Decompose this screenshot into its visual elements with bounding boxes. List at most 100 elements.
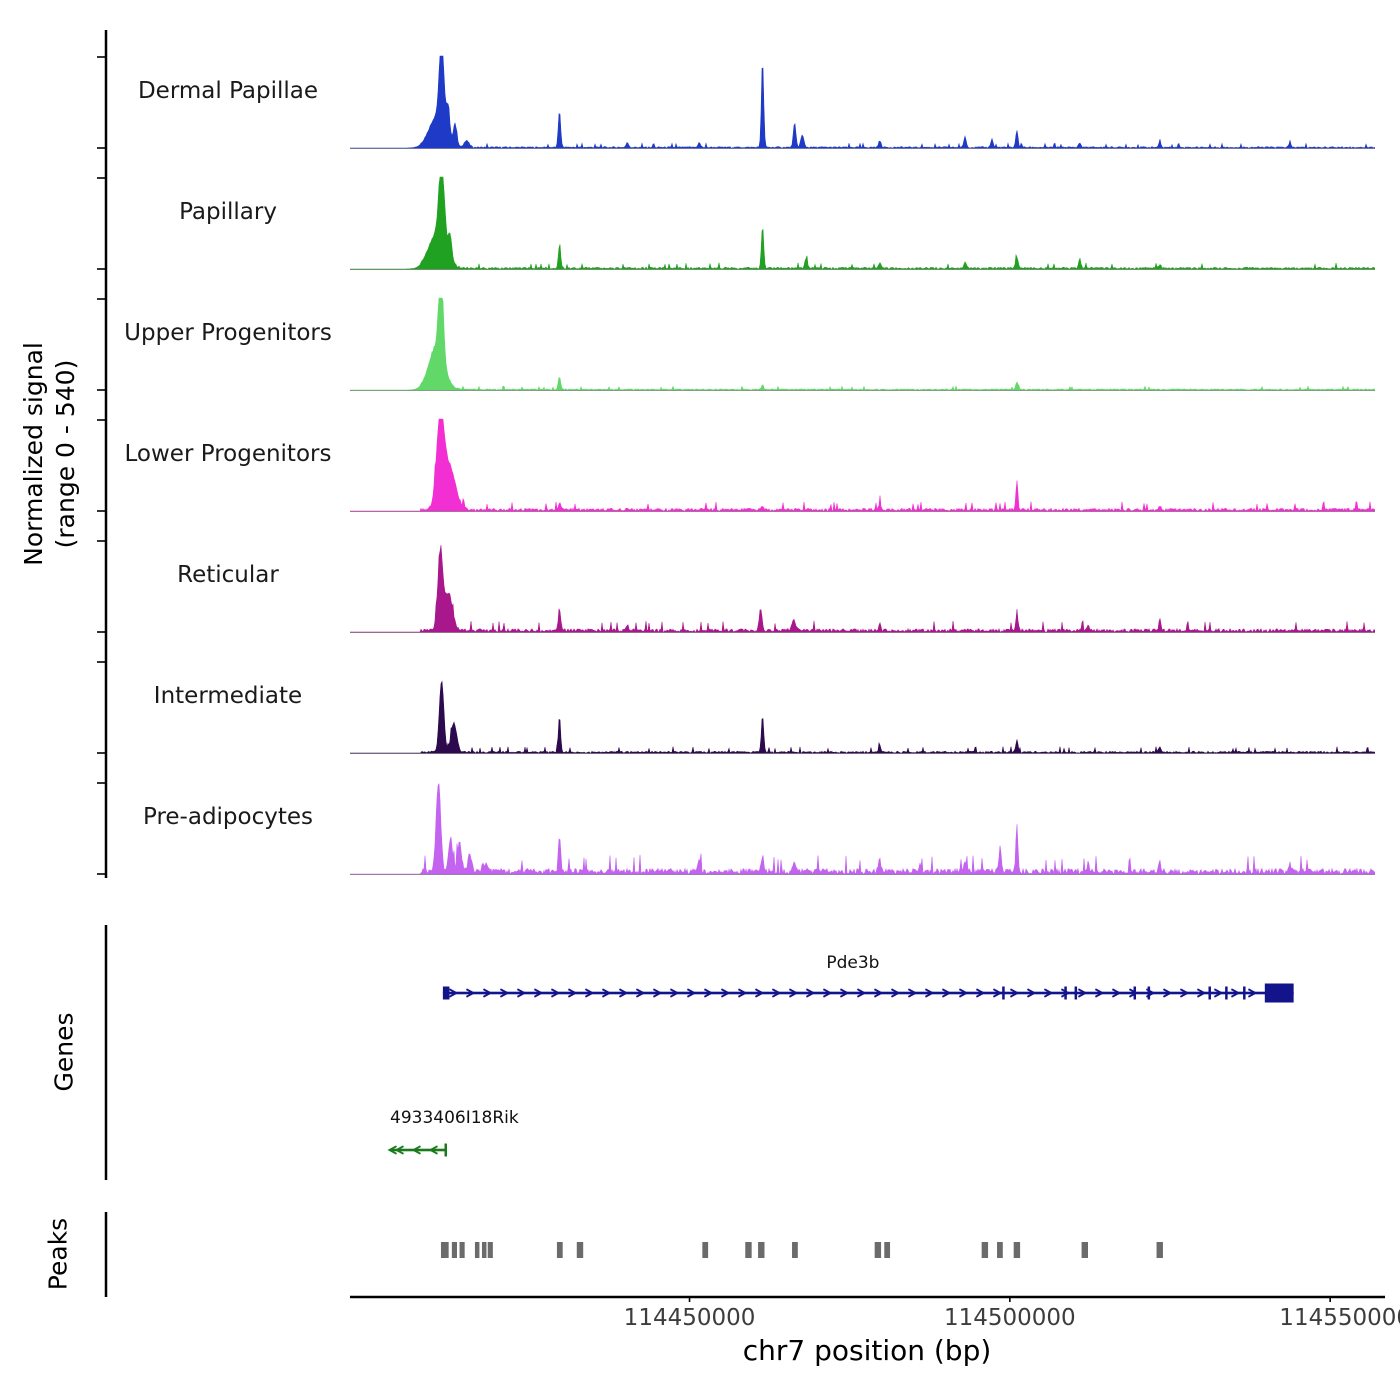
signal-track-papillary [350, 176, 1375, 270]
signal-track-dermal-papillae [350, 55, 1375, 149]
strand-arrow-icon [822, 988, 833, 998]
gene-label-4933406i18rik: 4933406I18Rik [390, 1108, 519, 1128]
peak-call [981, 1242, 989, 1258]
signal-track-pre-adipocytes [350, 783, 1375, 875]
track-label-reticular: Reticular [177, 562, 279, 588]
signal-area-pre-adipocytes [350, 783, 1375, 875]
x-tick-label-114500000: 114500000 [943, 1305, 1076, 1331]
peak-call [745, 1242, 752, 1258]
peak-calls-layer [440, 1242, 1163, 1258]
track-label-papillary: Papillary [179, 199, 277, 225]
signal-track-intermediate [350, 680, 1375, 754]
strand-arrow-icon [839, 988, 850, 998]
signal-track-reticular [350, 545, 1375, 633]
strand-arrow-icon [499, 988, 510, 998]
strand-arrow-icon [1009, 988, 1020, 998]
x-tick-label-114450000: 114450000 [623, 1305, 756, 1331]
signal-area-intermediate [350, 680, 1375, 754]
strand-arrow-icon [669, 988, 680, 998]
gene-exon-pde3b [1133, 986, 1137, 1000]
strand-arrow-icon [533, 988, 544, 998]
strand-arrow-icon [737, 988, 748, 998]
peak-call [576, 1242, 584, 1258]
strand-arrow-icon [635, 988, 646, 998]
peak-call [474, 1242, 480, 1258]
track-label-upper-progenitors: Upper Progenitors [124, 320, 332, 346]
signal-area-dermal-papillae [350, 55, 1375, 149]
gene-exon-pde3b [1074, 986, 1078, 1000]
gene-start-exon-pde3b [442, 986, 450, 1000]
peak-call [702, 1242, 709, 1258]
peak-call [459, 1242, 465, 1258]
strand-arrow-icon [1060, 988, 1071, 998]
gene-terminal-exon-pde3b [1264, 983, 1294, 1003]
x-axis-title: chr7 position (bp) [742, 1334, 992, 1367]
strand-arrow-icon [1196, 988, 1207, 998]
strand-arrow-icon [1213, 988, 1224, 998]
strand-arrow-icon [924, 988, 935, 998]
peak-call [758, 1242, 765, 1258]
peak-call [792, 1242, 798, 1258]
gene-body-pde3b [442, 991, 1294, 995]
gene-exon-pde3b [1243, 986, 1246, 1000]
strand-arrow-icon [788, 988, 799, 998]
peak-call [1081, 1242, 1088, 1258]
signal-track-upper-progenitors [350, 297, 1375, 391]
strand-arrow-icon [856, 988, 867, 998]
peak-call [884, 1242, 891, 1258]
strand-arrow-icon [516, 988, 527, 998]
strand-arrow-icon [703, 988, 714, 998]
track-label-lower-progenitors: Lower Progenitors [124, 441, 332, 467]
y-axis-label-line2: (range 0 - 540) [51, 359, 80, 549]
strand-arrow-icon [958, 988, 969, 998]
strand-arrow-icon [992, 988, 1003, 998]
gene-exon-pde3b [1002, 986, 1005, 1000]
y-axis-label: Normalized signal (range 0 - 540) [18, 342, 82, 566]
strand-arrow-icon [805, 988, 816, 998]
track-label-pre-adipocytes: Pre-adipocytes [142, 804, 314, 830]
signal-area-upper-progenitors [350, 297, 1375, 391]
track-label-intermediate: Intermediate [153, 683, 303, 709]
strand-arrow-icon [618, 988, 629, 998]
signal-area-lower-progenitors [350, 418, 1375, 512]
strand-arrow-icon [482, 988, 493, 998]
strand-arrow-icon [465, 988, 476, 998]
peak-call [451, 1242, 457, 1258]
signal-track-lower-progenitors [350, 418, 1375, 512]
peaks-section-label: Peaks [43, 1217, 73, 1291]
strand-arrow-icon [1162, 988, 1173, 998]
strand-arrow-icon [720, 988, 731, 998]
gene-exon-pde3b [1208, 986, 1211, 1000]
peak-call [1156, 1242, 1163, 1258]
strand-arrow-icon [652, 988, 663, 998]
y-axis-label-line1: Normalized signal [19, 342, 48, 566]
strand-arrow-icon [1026, 988, 1037, 998]
strand-arrow-icon [387, 1145, 397, 1155]
strand-arrow-icon [567, 988, 578, 998]
peak-call [997, 1242, 1003, 1258]
gene-end-bar-4933406i18rik [444, 1143, 447, 1157]
strand-arrow-icon [771, 988, 782, 998]
strand-arrow-icon [1077, 988, 1088, 998]
strand-arrow-icon [1094, 988, 1105, 998]
strand-arrow-icon [941, 988, 952, 998]
strand-arrow-icon [975, 988, 986, 998]
gene-models-layer: Pde3b 4933406I18Rik [387, 953, 1294, 1157]
peak-call [556, 1242, 563, 1258]
gene-exon-pde3b [1147, 986, 1151, 1000]
peak-call [874, 1242, 882, 1258]
strand-arrow-icon [890, 988, 901, 998]
signal-area-papillary [350, 176, 1375, 270]
strand-arrow-icon [1043, 988, 1054, 998]
genes-section-label: Genes [49, 1012, 79, 1092]
strand-arrow-icon [550, 988, 561, 998]
strand-arrow-icon [1247, 988, 1258, 998]
strand-arrow-icon [1179, 988, 1190, 998]
strand-arrow-icon [873, 988, 884, 998]
strand-arrow-icon [394, 1145, 404, 1155]
peak-call [481, 1242, 487, 1258]
peak-call [440, 1242, 449, 1258]
gene-exon-pde3b [1064, 986, 1067, 1000]
peak-call [487, 1242, 493, 1258]
